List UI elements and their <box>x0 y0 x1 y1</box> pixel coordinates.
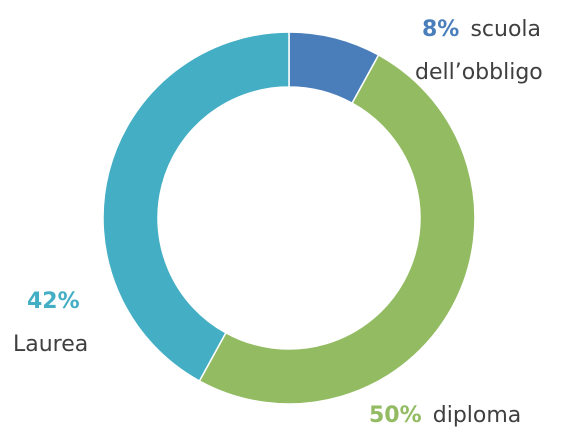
slice-value-label-diploma: 50% <box>369 403 422 428</box>
slice-category-label-laurea: Laurea <box>13 332 88 357</box>
label-scuola: 8% scuola dell’obbligo <box>415 17 543 85</box>
slice-value-label-scuola: 8% <box>422 17 459 42</box>
donut-slice-2 <box>102 31 290 383</box>
donut-slice-1 <box>198 53 476 405</box>
slice-value-label-laurea: 42% <box>27 289 80 314</box>
slice-category-label-scuola-part1: scuola <box>470 17 541 42</box>
svg-text:50% diploma: 50% diploma <box>369 403 521 428</box>
slice-category-label-diploma: diploma <box>433 403 522 428</box>
donut-slices <box>102 31 476 405</box>
svg-text:8% scuola: 8% scuola <box>422 17 541 42</box>
label-diploma: 50% diploma <box>369 403 521 428</box>
slice-category-label-scuola-part2: dell’obbligo <box>415 60 543 85</box>
label-laurea: 42% Laurea <box>13 289 88 357</box>
